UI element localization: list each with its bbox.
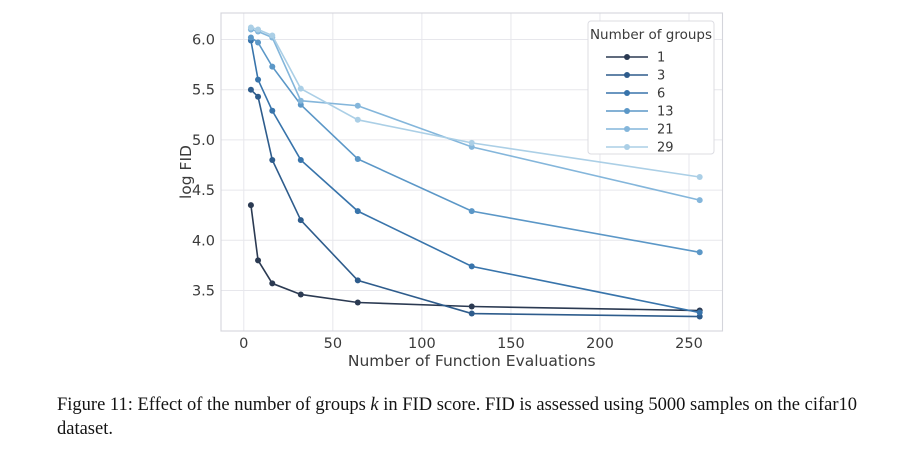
x-axis-label: Number of Function Evaluations bbox=[348, 352, 596, 370]
legend-item-label: 1 bbox=[657, 51, 665, 66]
series-group-k6 bbox=[247, 37, 703, 316]
series-marker-k6 bbox=[354, 208, 361, 215]
series-marker-k29 bbox=[696, 174, 703, 181]
legend-item-label: 21 bbox=[657, 123, 674, 138]
series-marker-k3 bbox=[247, 86, 254, 93]
legend-marker-sample bbox=[624, 90, 630, 96]
series-marker-k13 bbox=[255, 39, 262, 46]
x-tick-label: 200 bbox=[586, 336, 614, 352]
series-marker-k6 bbox=[255, 76, 262, 83]
series-marker-k3 bbox=[297, 217, 304, 224]
legend-title: Number of groups bbox=[590, 27, 712, 43]
series-marker-k1 bbox=[354, 299, 361, 306]
series-marker-k3 bbox=[354, 277, 361, 284]
x-tick-label: 0 bbox=[239, 336, 248, 352]
figure-caption: Figure 11: Effect of the number of group… bbox=[57, 393, 865, 441]
x-tick-label: 50 bbox=[324, 336, 342, 352]
legend-item-label: 13 bbox=[657, 105, 674, 120]
series-marker-k29 bbox=[247, 24, 254, 31]
series-group-k3 bbox=[247, 86, 703, 320]
series-marker-k6 bbox=[269, 107, 276, 114]
series-marker-k29 bbox=[255, 26, 262, 33]
series-marker-k6 bbox=[468, 263, 475, 270]
series-marker-k6 bbox=[297, 156, 304, 163]
legend-item-k29: 29 bbox=[606, 141, 674, 156]
legend-item-label: 29 bbox=[657, 141, 674, 156]
series-marker-k21 bbox=[297, 97, 304, 104]
series-marker-k3 bbox=[255, 93, 262, 100]
series-marker-k1 bbox=[247, 202, 254, 209]
series-line-k1 bbox=[250, 205, 700, 312]
y-tick-label: 4.0 bbox=[192, 233, 215, 249]
legend-item-label: 3 bbox=[657, 69, 665, 84]
series-marker-k13 bbox=[247, 34, 254, 41]
caption-math-k: k bbox=[370, 395, 379, 415]
legend-item-k21: 21 bbox=[606, 123, 674, 138]
legend-item-k1: 1 bbox=[606, 51, 665, 66]
x-tick-label: 100 bbox=[408, 336, 436, 352]
series-marker-k1 bbox=[255, 257, 262, 264]
series-group-k29 bbox=[247, 24, 703, 181]
plot-spines bbox=[220, 12, 724, 332]
caption-suffix: in FID score. FID is assessed using 5000… bbox=[57, 395, 857, 440]
y-tick-label: 5.5 bbox=[192, 83, 215, 99]
y-tick-label: 4.5 bbox=[192, 183, 215, 199]
legend-item-label: 6 bbox=[657, 87, 665, 102]
x-tick-label: 250 bbox=[675, 336, 703, 352]
legend-marker-sample bbox=[624, 108, 630, 114]
y-tick-label: 3.5 bbox=[192, 283, 215, 299]
series-marker-k29 bbox=[269, 32, 276, 39]
series-marker-k13 bbox=[354, 155, 361, 162]
series-marker-k3 bbox=[468, 310, 475, 317]
series-group-k1 bbox=[247, 202, 703, 314]
legend-marker-sample bbox=[624, 72, 630, 78]
series-marker-k3 bbox=[269, 156, 276, 163]
series-marker-k21 bbox=[696, 197, 703, 204]
legend-box bbox=[587, 20, 715, 155]
y-axis-label: log FID bbox=[177, 145, 195, 199]
y-tick-label: 6.0 bbox=[192, 33, 215, 49]
legend-item-k13: 13 bbox=[606, 105, 674, 120]
series-marker-k6 bbox=[696, 309, 703, 316]
legend-marker-sample bbox=[624, 144, 630, 150]
y-tick-label: 5.0 bbox=[192, 133, 215, 149]
series-marker-k13 bbox=[696, 249, 703, 256]
series-marker-k29 bbox=[354, 116, 361, 123]
series-marker-k1 bbox=[468, 303, 475, 310]
series-marker-k13 bbox=[269, 63, 276, 70]
legend-marker-sample bbox=[624, 54, 630, 60]
series-marker-k1 bbox=[297, 291, 304, 298]
series-marker-k29 bbox=[468, 139, 475, 146]
series-marker-k21 bbox=[354, 102, 361, 109]
series-marker-k13 bbox=[468, 208, 475, 215]
series-marker-k29 bbox=[297, 85, 304, 92]
caption-prefix: Figure 11: Effect of the number of group… bbox=[57, 395, 371, 415]
legend-item-k6: 6 bbox=[606, 87, 665, 102]
series-marker-k1 bbox=[269, 280, 276, 287]
legend-marker-sample bbox=[624, 126, 630, 132]
fid-line-chart: 0 50 100 150 200 250 3.5 4.0 4.5 5.0 5.5 6.0 Number … bbox=[177, 12, 724, 370]
x-tick-label: 150 bbox=[497, 336, 525, 352]
legend-item-k3: 3 bbox=[606, 69, 665, 84]
